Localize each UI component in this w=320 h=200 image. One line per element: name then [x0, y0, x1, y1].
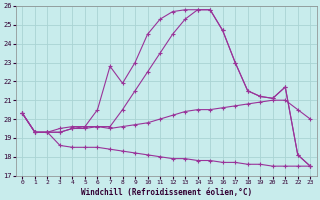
X-axis label: Windchill (Refroidissement éolien,°C): Windchill (Refroidissement éolien,°C): [81, 188, 252, 197]
